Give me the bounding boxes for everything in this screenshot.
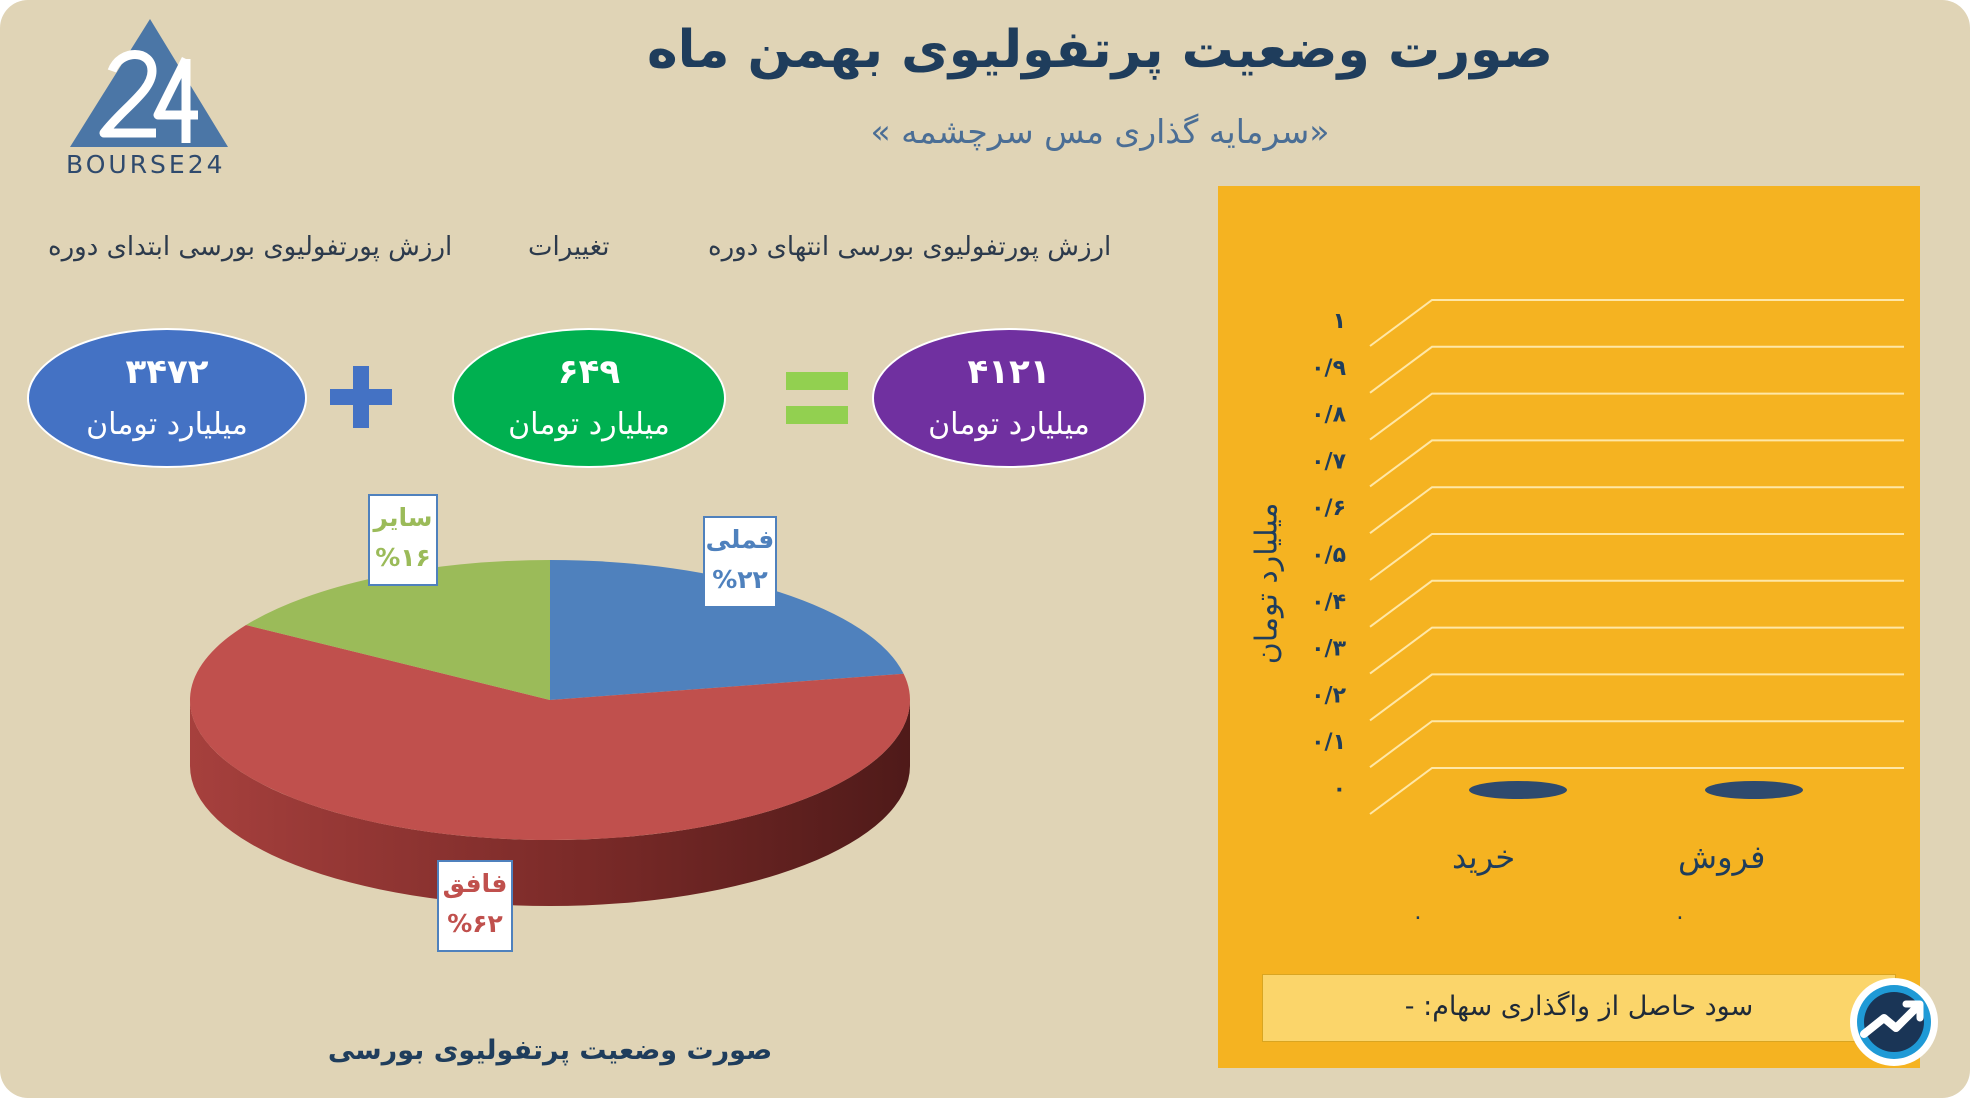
page-title: صورت وضعیت پرتفولیوی بهمن ماه bbox=[646, 20, 1553, 80]
change-value: ۶۴۹ bbox=[557, 352, 621, 392]
bar-data-label-forush: ۰ bbox=[1674, 905, 1686, 930]
bar-ytick-label: ۰/۵ bbox=[1311, 543, 1346, 568]
bar-gridline bbox=[1369, 486, 1904, 535]
equals-icon bbox=[786, 372, 848, 424]
bar-gridline bbox=[1369, 345, 1904, 394]
pie-label-fafegh: فافق %۶۲ bbox=[437, 860, 513, 952]
pie-label-famli-name: فملی bbox=[705, 525, 775, 554]
change-label: تغییرات bbox=[528, 232, 610, 262]
start-value-unit: میلیارد تومان bbox=[86, 407, 248, 442]
end-value-label: ارزش پورتفولیوی بورسی انتهای دوره bbox=[708, 232, 1112, 262]
bar-ytick-label: ۰/۱ bbox=[1311, 730, 1346, 755]
change-value-oval: ۶۴۹ میلیارد تومان bbox=[452, 328, 726, 468]
pie-label-fafegh-value: %۶۲ bbox=[447, 909, 503, 938]
bar-chart: ۰ ۰/۱ ۰/۲ ۰/۳ ۰/۴ ۰/۵ ۰/۶ ۰/۷ ۰/۸ ۰/۹ ۱ bbox=[1311, 299, 1904, 815]
pie-side-1 bbox=[190, 700, 910, 906]
bar-gridline bbox=[1369, 579, 1904, 628]
pie-slice-0 bbox=[550, 560, 904, 700]
pie-label-famli-value: %۲۲ bbox=[712, 565, 768, 594]
plus-icon bbox=[330, 366, 392, 428]
bar-0 bbox=[1469, 781, 1567, 799]
pie-slice-1 bbox=[189, 624, 911, 840]
profit-box: سود حاصل از واگذاری سهام: - bbox=[1262, 974, 1896, 1042]
pie-chart bbox=[189, 560, 911, 906]
end-value-oval: ۴۱۲۱ میلیارد تومان bbox=[872, 328, 1146, 468]
bar-chart-ylabel: میلیارد تومان bbox=[1249, 502, 1285, 665]
start-value-label: ارزش پورتفولیوی بورسی ابتدای دوره bbox=[48, 232, 453, 262]
bar-ytick-label: ۰/۳ bbox=[1311, 637, 1346, 662]
start-value: ۳۴۷۲ bbox=[125, 352, 209, 392]
pie-label-sayer-value: %۱۶ bbox=[375, 543, 431, 572]
bar-ytick-label: ۰/۷ bbox=[1311, 449, 1346, 474]
pie-slice-2 bbox=[246, 560, 551, 700]
pie-label-fafegh-name: فافق bbox=[442, 869, 508, 898]
bar-data-label-kharid: ۰ bbox=[1412, 905, 1424, 930]
bar-ytick-label: ۰/۲ bbox=[1311, 683, 1346, 708]
logo-text: BOURSE24 bbox=[66, 150, 226, 179]
bar-ytick-label: ۰/۶ bbox=[1311, 496, 1346, 521]
trend-up-icon bbox=[1850, 978, 1938, 1066]
bar-gridline bbox=[1369, 392, 1904, 441]
bar-gridline bbox=[1369, 533, 1904, 581]
bar-1 bbox=[1705, 781, 1803, 799]
bar-gridline bbox=[1369, 767, 1904, 815]
end-value-unit: میلیارد تومان bbox=[928, 407, 1090, 442]
start-value-oval: ۳۴۷۲ میلیارد تومان bbox=[27, 328, 307, 468]
end-value: ۴۱۲۱ bbox=[967, 352, 1051, 392]
pie-chart-title: صورت وضعیت پرتفولیوی بورسی bbox=[327, 1035, 773, 1066]
change-value-unit: میلیارد تومان bbox=[508, 407, 670, 442]
pie-label-sayer: سایر %۱۶ bbox=[368, 494, 438, 586]
bar-gridline bbox=[1369, 720, 1904, 769]
pie-label-sayer-name: سایر bbox=[373, 503, 433, 532]
bar-ytick-label: ۱ bbox=[1333, 309, 1346, 334]
page-subtitle: «سرمایه گذاری مس سرچشمه » bbox=[870, 112, 1330, 151]
pie-label-famli: فملی %۲۲ bbox=[703, 516, 777, 608]
bar-ytick-label: ۰/۴ bbox=[1311, 590, 1346, 615]
bar-gridline bbox=[1369, 626, 1904, 675]
bourse24-logo bbox=[70, 19, 228, 147]
bar-ytick-label: ۰ bbox=[1333, 777, 1346, 802]
bar-ytick-label: ۰/۹ bbox=[1311, 356, 1346, 381]
bar-gridline bbox=[1369, 673, 1904, 722]
bar-category-kharid: خرید bbox=[1452, 838, 1516, 876]
bar-ytick-label: ۰/۸ bbox=[1311, 403, 1346, 428]
bar-category-forush: فروش bbox=[1678, 838, 1766, 876]
bar-gridline bbox=[1369, 299, 1904, 347]
bar-gridline bbox=[1369, 439, 1904, 488]
